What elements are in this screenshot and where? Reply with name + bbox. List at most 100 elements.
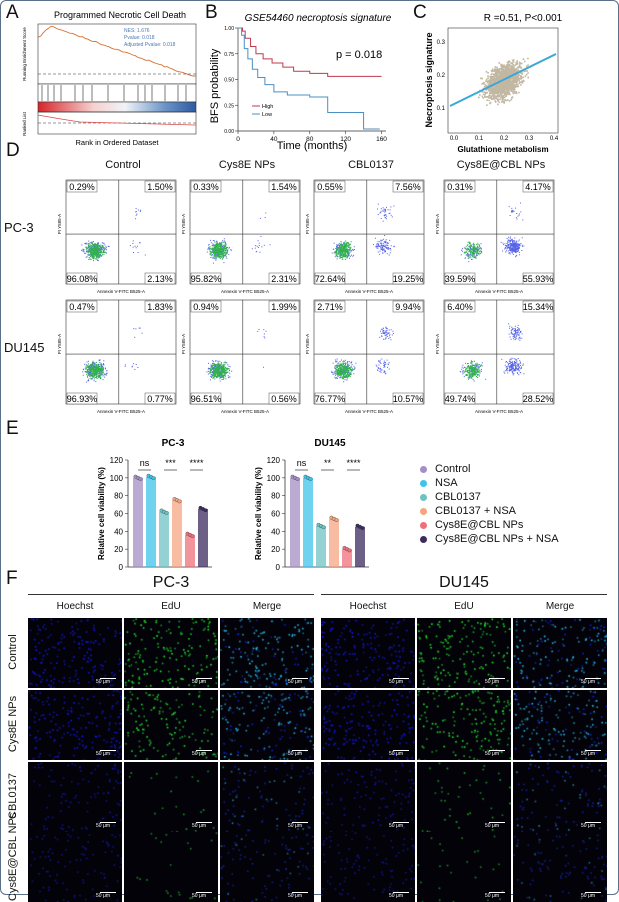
km-pvalue: p = 0.018: [336, 49, 382, 61]
flow-column-header: CBL0137: [348, 159, 394, 171]
edu-channel-header: Hoechst: [349, 601, 387, 612]
scale-bar: [100, 822, 116, 823]
edu-micrograph: [220, 762, 314, 832]
flow-plot: 0.55% 7.56% 72.64% 19.25%Annexin V-FITC B52…: [305, 179, 425, 294]
bar-point: [190, 534, 195, 539]
correlation-plot: R =0.51, P<0.001 0.0 0.1 0.2 0.3 0.40.10.20.…: [424, 13, 563, 154]
bar-ylabel: Relative cell viability (%): [254, 467, 263, 560]
edu-micrograph: [513, 832, 607, 902]
flow-dense-events: [208, 241, 229, 260]
edu-micrograph: [28, 618, 122, 688]
legend-label: NSA: [435, 477, 458, 489]
edu-micrograph: [417, 762, 511, 832]
viability-legend: Control NSA CBL0137 CBL0137 + NSA Cys8E@CBL …: [420, 462, 615, 546]
bar-ytick-label: 60: [271, 510, 280, 519]
edu-micrograph: [417, 690, 511, 760]
scale-bar-label: 50 μm: [485, 751, 499, 757]
edu-row-label: Cys8E@CBL NPs: [7, 812, 19, 901]
gsea-pvalue: Pvalue: 0.018: [124, 35, 155, 41]
scale-bar-label: 50 μm: [581, 679, 595, 685]
scale-bar: [489, 750, 505, 751]
scale-bar: [489, 822, 505, 823]
flow-column-header: Cys8E@CBL NPs: [456, 159, 546, 171]
scatter-points: [478, 57, 531, 106]
scale-bar: [196, 822, 212, 823]
legend-item: Cys8E@CBL NPs + NSA: [420, 532, 615, 546]
km-ytick-label: 0.50: [224, 78, 234, 84]
bar-ytick-label: 0: [119, 563, 124, 570]
flow-events: [459, 323, 525, 382]
scale-bar: [196, 750, 212, 751]
scale-bar-label: 50 μm: [288, 823, 302, 829]
scatter-title: R =0.51, P<0.001: [484, 13, 563, 24]
scale-bar: [196, 678, 212, 679]
bar-chart-title: DU145: [314, 438, 346, 449]
scale-bar: [292, 750, 308, 751]
bar-ytick-label: 100: [267, 474, 281, 483]
significance-label: ns: [297, 458, 307, 468]
flow-dense-events: [85, 360, 105, 380]
flow-y-axis-label: PI Y585-A: [305, 334, 310, 354]
scatter-xtick-label: 0.4: [550, 136, 559, 142]
viability-charts: PC-3 0 20 40 60 80 100 120 Relative cell viabili…: [97, 438, 369, 570]
edu-channel-header: EdU: [161, 601, 181, 612]
edu-micrograph: [417, 618, 511, 688]
km-xtick-label: 120: [340, 136, 351, 143]
km-xtick-label: 160: [376, 136, 387, 143]
scatter-xtick-label: 0.1: [475, 136, 484, 142]
scatter-point-cloud: [478, 57, 531, 106]
edu-group-title: PC-3: [152, 574, 190, 591]
bar-point: [334, 518, 339, 522]
scale-bar-label: 50 μm: [192, 679, 206, 685]
bar: [198, 509, 208, 567]
quadrant-percent: 55.93%: [523, 274, 554, 284]
significance-label: **: [324, 458, 332, 468]
km-xtick-label: 40: [270, 136, 278, 143]
bar: [290, 477, 300, 567]
bar-ytick-label: 40: [114, 527, 123, 536]
legend-dot: [420, 465, 427, 473]
quadrant-percent: 76.77%: [315, 394, 346, 404]
scale-bar-label: 50 μm: [389, 823, 403, 829]
edu-channel-header: EdU: [454, 601, 474, 612]
km-legend-high: High: [262, 104, 273, 110]
bar-ytick-label: 20: [114, 545, 123, 554]
quadrant-percent: 0.94%: [193, 302, 219, 312]
edu-micrograph: [513, 762, 607, 832]
edu-micrograph: [513, 690, 607, 760]
bar-ytick-label: 100: [110, 474, 124, 483]
edu-panel: PC-3 Hoechst EdU Merge 50 μm 50 μm 50 μm 50 μm 5…: [0, 570, 619, 902]
bar-point: [321, 525, 326, 530]
significance-label: ns: [140, 458, 150, 468]
panel-label-b: B: [205, 2, 218, 23]
regression-line: [449, 53, 557, 107]
scatter-ytick-label: 0.1: [437, 106, 446, 112]
scale-bar: [100, 750, 116, 751]
legend-label: Control: [435, 463, 471, 475]
gsea-rank-bar: [37, 101, 197, 113]
scatter-xlabel: Glutathione metabolism: [457, 145, 548, 154]
flow-y-axis-label: PI Y585-A: [435, 334, 440, 354]
legend-dot: [420, 493, 427, 501]
quadrant-percent: 0.77%: [147, 394, 173, 404]
quadrant-percent: 1.54%: [271, 182, 297, 192]
scatter-ticks: 0.0 0.1 0.2 0.3 0.4 0.1 0.2 0.3: [437, 40, 559, 142]
bar-ytick-label: 40: [271, 527, 280, 536]
edu-micrograph: [513, 618, 607, 688]
quadrant-percent: 2.31%: [271, 274, 297, 284]
km-ylabel: BFS probability: [209, 48, 221, 123]
bar-ytick-label: 80: [114, 492, 123, 501]
quadrant-percent: 7.56%: [395, 182, 421, 192]
legend-item: NSA: [420, 476, 615, 490]
legend-dot: [420, 479, 427, 487]
quadrant-percent: 2.71%: [317, 302, 343, 312]
quadrant-percent: 9.94%: [395, 302, 421, 312]
flow-dense-events: [332, 240, 354, 260]
legend-dot: [420, 535, 427, 543]
scale-bar-label: 50 μm: [485, 823, 499, 829]
bar: [303, 477, 313, 567]
flow-x-axis-label: Annexin V-FITC B525-A: [475, 289, 523, 294]
quadrant-percent: 95.82%: [191, 274, 222, 284]
flow-x-axis-label: Annexin V-FITC B525-A: [221, 409, 269, 414]
edu-micrograph: [124, 618, 218, 688]
